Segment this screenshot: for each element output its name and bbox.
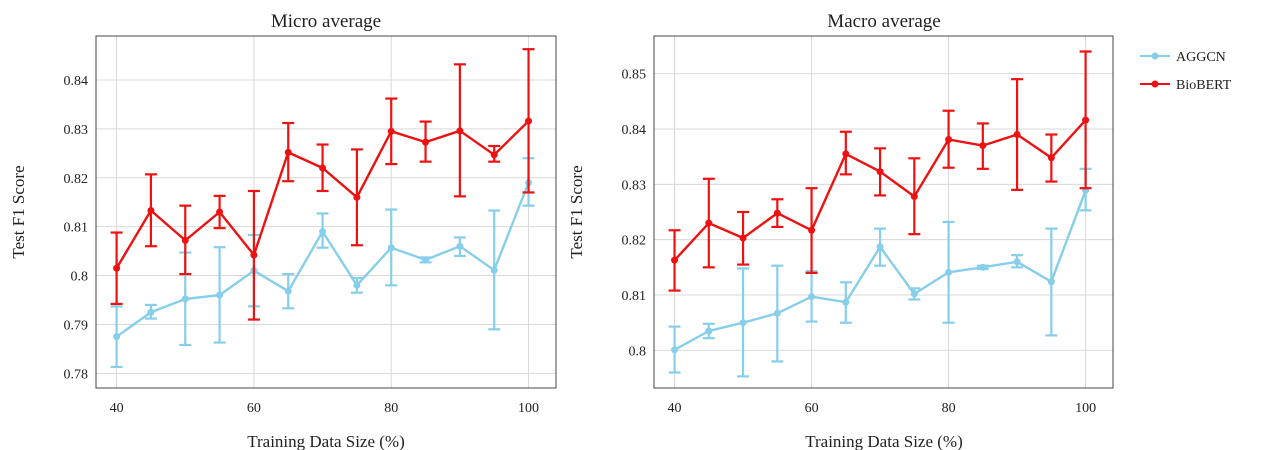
micro-aggcn-point: [181, 295, 189, 303]
macro-aggcn-point: [1047, 278, 1055, 286]
macro-aggcn-point: [739, 319, 747, 327]
micro-aggcn-point: [284, 287, 292, 295]
macro-biobert-point: [739, 234, 747, 242]
legend: AGGCN BioBERT: [1140, 50, 1232, 93]
macro-aggcn-point: [705, 327, 713, 335]
micro-y-tick-label: 0.84: [64, 74, 89, 89]
macro-aggcn-point: [773, 309, 781, 317]
macro-y-tick-label: 0.84: [622, 123, 647, 138]
micro-x-tick-label: 80: [384, 401, 398, 416]
micro-biobert-point: [456, 127, 464, 135]
micro-aggcn-point: [113, 333, 121, 341]
macro-aggcn-point: [876, 243, 884, 251]
macro-x-tick-label: 40: [668, 401, 682, 416]
macro-aggcn-point: [1013, 258, 1021, 266]
micro-plot-area: 40 60 80 100 0.78 0.79 0.8 0.81 0.82 0.83 0.84: [64, 35, 557, 416]
micro-biobert-point: [353, 193, 361, 201]
legend-label-aggcn: AGGCN: [1176, 50, 1226, 65]
micro-aggcn-point: [422, 256, 430, 264]
legend-item-aggcn[interactable]: AGGCN: [1140, 50, 1226, 65]
micro-x-tick-label: 60: [247, 401, 261, 416]
micro-biobert-point: [147, 207, 155, 215]
micro-biobert-point: [422, 138, 430, 146]
micro-aggcn-point: [147, 308, 155, 316]
micro-biobert-point: [284, 148, 292, 156]
micro-y-tick-label: 0.83: [64, 123, 89, 138]
micro-aggcn-point: [456, 242, 464, 250]
micro-series-aggcn: [110, 157, 535, 369]
legend-label-biobert: BioBERT: [1176, 78, 1232, 93]
micro-aggcn-point: [216, 291, 224, 299]
macro-biobert-point: [808, 226, 816, 234]
micro-series-biobert: [110, 48, 535, 321]
micro-y-tick-label: 0.82: [64, 172, 89, 187]
macro-aggcn-point: [808, 293, 816, 301]
micro-biobert-point: [113, 264, 121, 272]
legend-marker-biobert: [1151, 80, 1159, 88]
macro-aggcn-point: [671, 346, 679, 354]
micro-aggcn-point: [387, 244, 395, 252]
legend-marker-aggcn: [1151, 52, 1159, 60]
micro-biobert-point: [250, 251, 258, 259]
macro-biobert-point: [876, 168, 884, 176]
micro-y-axis-label: Test F1 Score: [9, 165, 28, 258]
macro-chart-title: Macro average: [827, 11, 940, 32]
micro-aggcn-line: [115, 182, 530, 338]
micro-aggcn-point: [319, 228, 327, 236]
macro-y-axis-label: Test F1 Score: [567, 165, 586, 258]
macro-x-axis-label: Training Data Size (%): [805, 432, 963, 450]
micro-biobert-point: [216, 208, 224, 216]
macro-y-tick-label: 0.81: [622, 289, 647, 304]
micro-x-tick-label: 100: [518, 401, 539, 416]
macro-aggcn-point: [945, 268, 953, 276]
macro-biobert-point: [945, 135, 953, 143]
macro-biobert-point: [1013, 131, 1021, 139]
micro-y-tick-label: 0.78: [64, 367, 89, 382]
macro-biobert-point: [979, 142, 987, 150]
macro-aggcn-point: [910, 290, 918, 298]
micro-biobert-point: [387, 127, 395, 135]
macro-x-tick-label: 60: [805, 401, 819, 416]
macro-biobert-point: [773, 209, 781, 217]
micro-biobert-point: [319, 164, 327, 172]
micro-chart-title: Micro average: [271, 11, 381, 32]
macro-aggcn-point: [842, 298, 850, 306]
macro-biobert-point: [842, 150, 850, 158]
legend-item-biobert[interactable]: BioBERT: [1140, 78, 1232, 93]
micro-y-tick-label: 0.79: [64, 318, 89, 333]
macro-biobert-point: [705, 219, 713, 227]
micro-plot-frame: [95, 35, 557, 389]
macro-biobert-point: [1082, 116, 1090, 124]
macro-aggcn-line: [674, 189, 1087, 351]
macro-series-biobert: [668, 50, 1092, 292]
macro-y-tick-label: 0.8: [629, 344, 647, 359]
macro-biobert-point: [1047, 154, 1055, 162]
micro-aggcn-point: [490, 266, 498, 274]
micro-y-tick-label: 0.81: [64, 221, 89, 236]
macro-biobert-point: [910, 193, 918, 201]
micro-biobert-point: [490, 151, 498, 159]
micro-y-tick-label: 0.8: [71, 270, 89, 285]
macro-aggcn-point: [979, 263, 987, 271]
micro-x-axis-label: Training Data Size (%): [247, 432, 405, 450]
micro-biobert-point: [181, 236, 189, 244]
macro-biobert-point: [671, 256, 679, 264]
micro-average-panel: Micro average 40 60 80 100 0.78 0.79 0.8 0.81 0.…: [9, 11, 557, 450]
micro-aggcn-point: [353, 281, 361, 289]
macro-x-tick-label: 80: [942, 401, 956, 416]
macro-y-tick-label: 0.85: [622, 68, 647, 83]
macro-x-tick-label: 100: [1075, 401, 1096, 416]
micro-biobert-point: [525, 117, 533, 125]
macro-y-tick-label: 0.82: [622, 234, 647, 249]
micro-x-tick-label: 40: [110, 401, 124, 416]
macro-average-panel: Macro average 40 60 80 100 0.8 0.81 0.82 0.83 0.…: [567, 11, 1114, 450]
macro-plot-frame: [653, 35, 1114, 389]
macro-series-aggcn: [668, 167, 1092, 378]
macro-plot-area: 40 60 80 100 0.8 0.81 0.82 0.83 0.84 0.85: [622, 35, 1114, 416]
macro-y-tick-label: 0.83: [622, 178, 647, 193]
